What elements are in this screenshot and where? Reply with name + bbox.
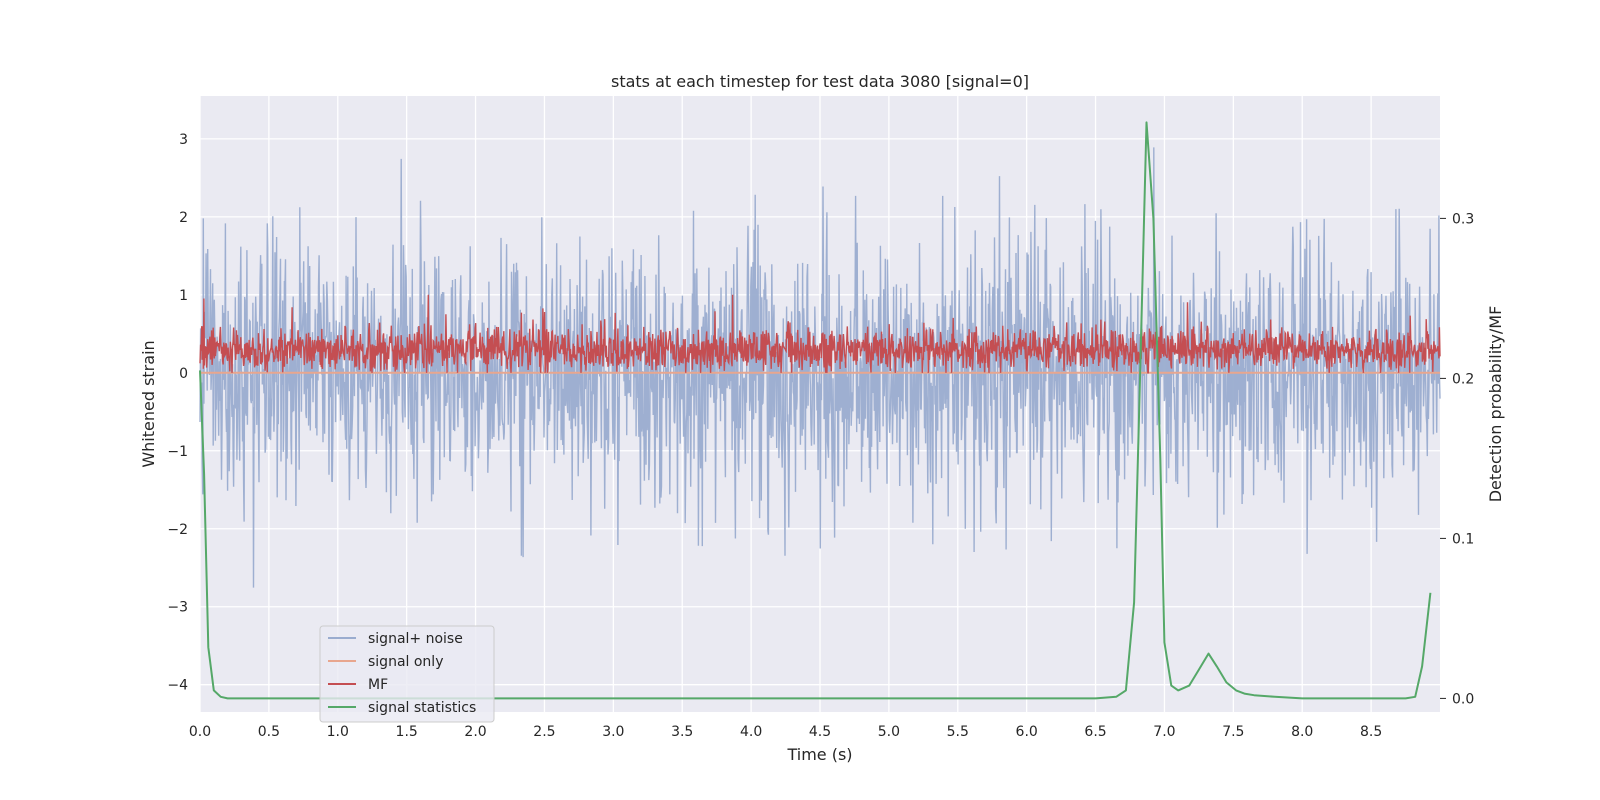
x-tick-label: 7.0	[1153, 724, 1175, 740]
legend-label-mf: MF	[368, 677, 388, 693]
x-tick-label: 4.5	[809, 724, 831, 740]
y-tick-labels: 3 2 1 0 −1 −2 −3 −4	[167, 132, 188, 694]
legend-label-signal-noise: signal+ noise	[368, 631, 463, 647]
x-tick-label: 0.5	[258, 724, 280, 740]
y2-axis-label: Detection probability/MF	[1486, 306, 1505, 503]
legend: signal+ noise signal only MF signal stat…	[319, 625, 495, 723]
series-layer	[199, 121, 1441, 700]
x-tick-label: 8.0	[1291, 724, 1313, 740]
y-tick-label: −2	[167, 522, 188, 538]
y2-tick-label: 0.2	[1452, 371, 1474, 387]
y2-tick-label: 0.0	[1452, 691, 1474, 707]
y-tick-label: 2	[179, 210, 188, 226]
x-tick-label: 2.5	[533, 724, 555, 740]
y-tick-label: −1	[167, 444, 188, 460]
x-tick-label: 4.0	[740, 724, 762, 740]
y-axis-label: Whitened strain	[139, 340, 158, 467]
y-tick-label: 0	[179, 366, 188, 382]
y-tick-label: 3	[179, 132, 188, 148]
x-tick-label: 0.0	[189, 724, 211, 740]
x-tick-label: 1.5	[396, 724, 418, 740]
x-tick-label: 3.0	[602, 724, 624, 740]
y2-tick-labels: 0.3 0.2 0.1 0.0	[1440, 211, 1474, 707]
y-tick-label: 1	[179, 288, 188, 304]
chart-title: stats at each timestep for test data 308…	[611, 72, 1029, 91]
legend-label-signal-statistics: signal statistics	[368, 700, 476, 716]
x-tick-label: 8.5	[1360, 724, 1382, 740]
legend-label-signal-only: signal only	[368, 654, 443, 670]
y-tick-label: −3	[167, 600, 188, 616]
y2-tick-label: 0.3	[1452, 211, 1474, 227]
x-tick-label: 2.0	[464, 724, 486, 740]
x-axis-label: Time (s)	[786, 745, 852, 764]
x-tick-label: 6.0	[1016, 724, 1038, 740]
y-tick-label: −4	[167, 678, 188, 694]
x-tick-label: 7.5	[1222, 724, 1244, 740]
legend-box	[319, 625, 495, 723]
series-signal-statistics-line	[199, 121, 1432, 700]
x-tick-label: 5.5	[947, 724, 969, 740]
series-mf-line	[199, 294, 1441, 374]
y2-tick-label: 0.1	[1452, 531, 1474, 547]
x-tick-labels: 0.0 0.5 1.0 1.5 2.0 2.5 3.0 3.5 4.0 4.5 5.0 5.5 6.0 6…	[189, 724, 1382, 740]
x-tick-label: 3.5	[671, 724, 693, 740]
x-tick-label: 6.5	[1084, 724, 1106, 740]
x-tick-label: 1.0	[327, 724, 349, 740]
x-tick-label: 5.0	[878, 724, 900, 740]
